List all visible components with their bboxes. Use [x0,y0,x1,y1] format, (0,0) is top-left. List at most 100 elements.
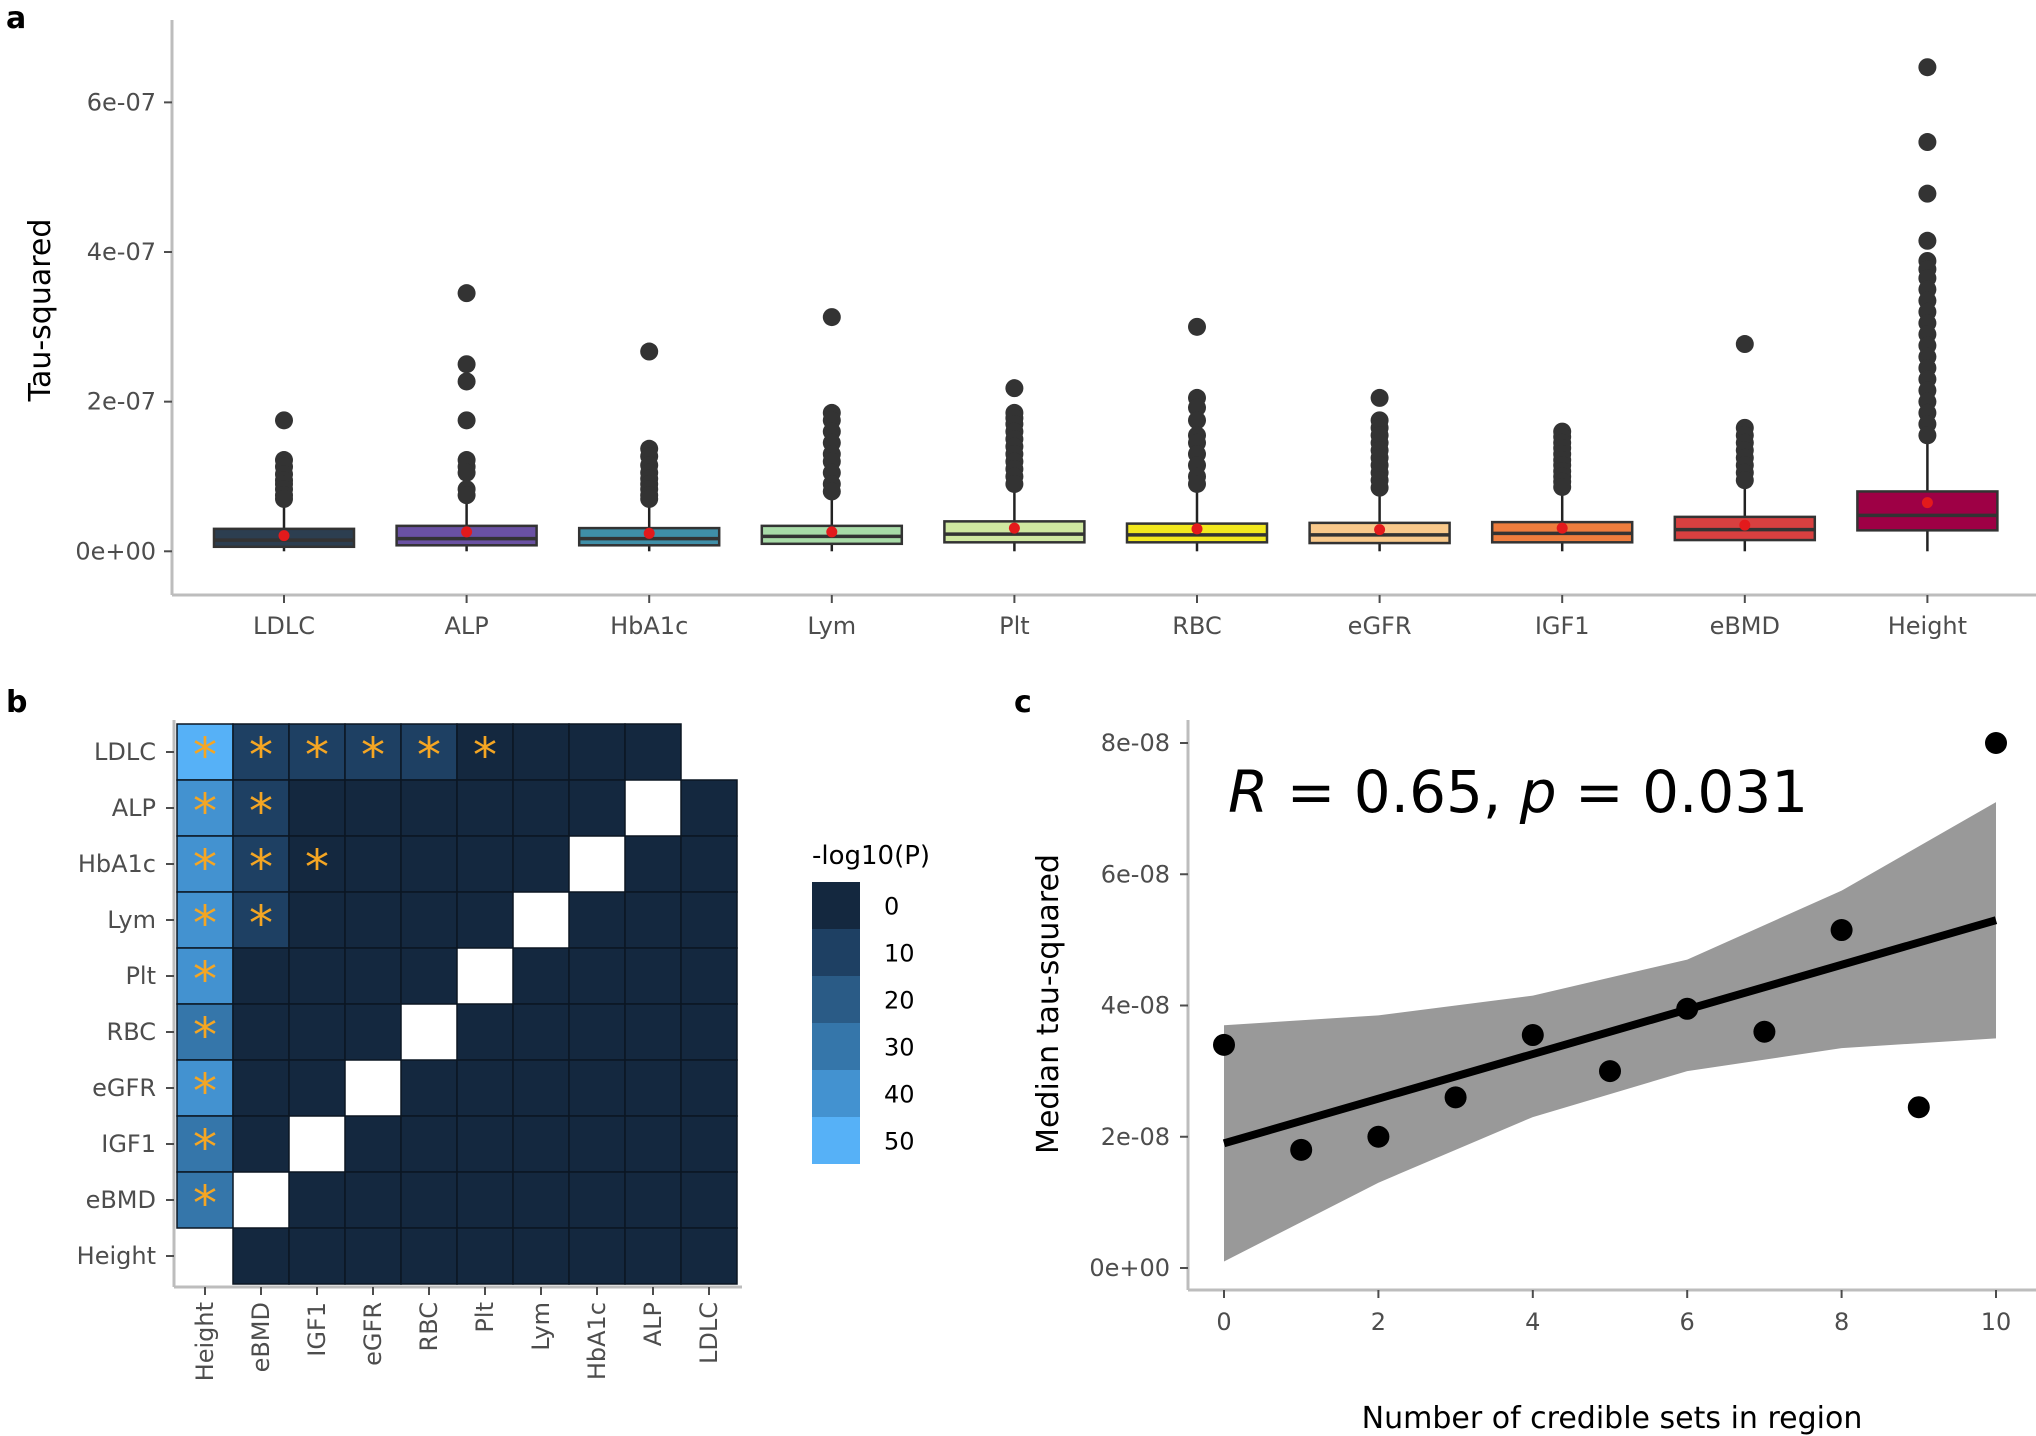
outlier-point [1918,58,1937,77]
row-label: eBMD [86,1186,156,1214]
mean-point [1374,524,1386,536]
legend-swatch [812,976,860,1023]
heatmap-cell [176,1171,234,1229]
outlier-point [1735,471,1754,490]
scatter-point [1213,1033,1235,1056]
heatmap-cell [680,1003,738,1061]
heatmap-cell [456,891,514,949]
heatmap-cell [456,1171,514,1229]
outlier-point [640,342,659,361]
y-axis-ticks: 0e+00 2e-07 4e-07 6e-07 [75,88,172,565]
heatmap-cell [624,947,682,1005]
mean-point [1556,522,1568,534]
legend-label: 40 [884,1081,915,1109]
heatmap-cell [288,1059,346,1117]
heatmap-cell [344,1171,402,1229]
heatmap-cell [232,1059,290,1117]
outlier-point [1553,477,1572,496]
y-axis-title: Tau-squared [23,219,58,403]
heatmap-cell [232,779,290,837]
heatmap-cell [568,1059,626,1117]
heatmap-cell [512,779,570,837]
x-tick-label: HbA1c [610,612,688,640]
outlier-point [1005,379,1024,398]
mean-point [1191,523,1203,535]
heatmap-cell [400,835,458,893]
mean-point [461,526,473,538]
heatmap-cell [624,723,682,781]
significance-star: * [193,1120,217,1176]
heatmap-cell [512,835,570,893]
scatter-x-axis-title: Number of credible sets in region [1362,1401,1863,1436]
y-tick-label: 6e-07 [87,88,156,116]
legend-label: 50 [884,1128,915,1156]
significance-star: * [193,896,217,952]
heatmap-cell [400,779,458,837]
heatmap-cell [400,1227,458,1285]
heatmap-cell [288,947,346,1005]
outlier-point [640,489,659,508]
legend-swatch [812,929,860,976]
box-ldlc [212,411,356,552]
heatmap-cell [568,947,626,1005]
legend-swatch [812,1070,860,1117]
heatmap-cell [512,1115,570,1173]
outlier-point [457,284,476,303]
x-tick-label: 6 [1680,1308,1695,1336]
outlier-point [275,411,293,430]
heatmap-cell [176,1115,234,1173]
outlier-point [1370,478,1389,497]
significance-star: * [361,728,385,784]
heatmap-cell [176,779,234,837]
significance-star: * [193,840,217,896]
scatter-x-ticks: 0 2 4 6 8 10 [1216,1290,2011,1336]
heatmap-cell [568,1003,626,1061]
col-label: Height [191,1302,219,1381]
legend-swatch [812,1117,860,1164]
heatmap-row-labels: LDLC ALP HbA1c Lym Plt RBC eGFR IGF1 eBMD Height [77,738,174,1270]
heatmap-cell [288,1227,346,1285]
outlier-point [822,308,841,327]
scatter-panel: 0e+00 2e-08 4e-08 6e-08 8e-08 0 2 4 6 8 10 Number… [1031,720,2036,1436]
outlier-point [457,411,476,430]
heatmap-cell [624,1003,682,1061]
heatmap-cell [568,1115,626,1173]
significance-star: * [417,728,441,784]
p-value: = 0.031 [1557,758,1809,826]
y-tick-label: 4e-07 [87,238,156,266]
outlier-point [457,486,476,505]
heatmap-cell [568,779,626,837]
panel-label-a: a [6,1,26,36]
heatmap-cell [568,1171,626,1229]
heatmap-cell [512,1227,570,1285]
correlation-annotation: R = 0.65, p = 0.031 [1228,758,1808,826]
heatmap-cell [624,891,682,949]
col-label: eBMD [247,1302,275,1372]
x-tick-label: Plt [999,612,1030,640]
heatmap-cell [624,1171,682,1229]
outlier-point [457,463,476,482]
legend-swatch [812,882,860,929]
heatmap-cell [456,1059,514,1117]
mean-point [278,530,290,542]
heatmap-cell [344,891,402,949]
heatmap-cell [344,1115,402,1173]
col-label: HbA1c [583,1302,611,1380]
box-hba1c [577,342,721,552]
col-label: ALP [639,1302,667,1346]
heatmap-cell [288,1003,346,1061]
col-label: IGF1 [303,1302,331,1357]
heatmap-cell [176,723,234,781]
outlier-point [1188,411,1206,430]
heatmap-cell [568,1227,626,1285]
row-label: eGFR [92,1074,156,1102]
box-rbc [1125,317,1269,552]
heatmap-cell [400,1059,458,1117]
row-label: LDLC [94,738,156,766]
scatter-point [1290,1138,1313,1161]
scatter-point [1521,1024,1544,1047]
scatter-point [1830,919,1853,942]
outlier-point [1188,474,1206,493]
x-tick-label: 0 [1216,1308,1231,1336]
heatmap-cell [512,947,570,1005]
